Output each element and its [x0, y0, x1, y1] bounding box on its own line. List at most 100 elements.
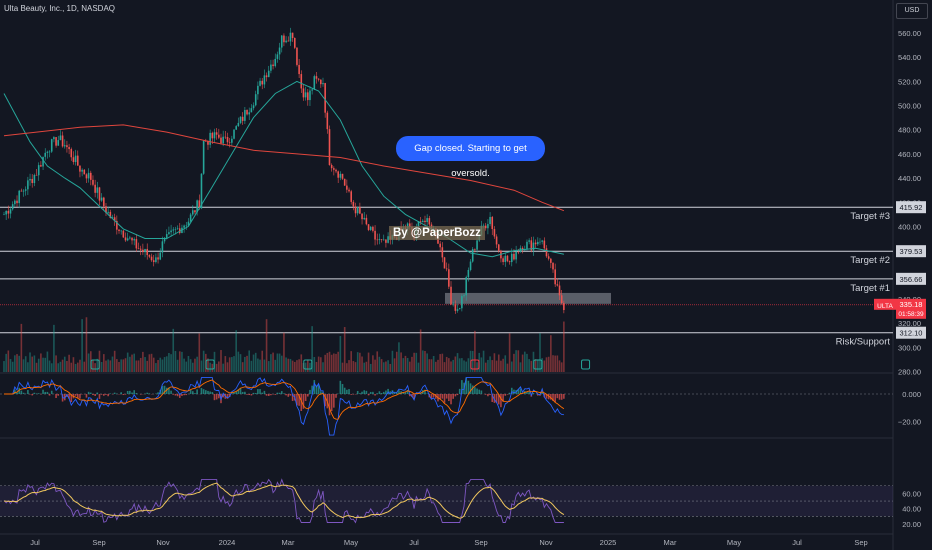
macd-hist-bar: [500, 394, 502, 408]
candle-body: [322, 83, 324, 85]
macd-hist-bar: [389, 391, 392, 394]
volume-bar: [7, 350, 10, 372]
macd-hist-bar: [233, 392, 235, 394]
volume-bar: [491, 360, 494, 372]
candle-body: [506, 255, 509, 262]
volume-bar: [506, 363, 509, 372]
candle-body: [137, 248, 140, 249]
macd-hist-bar: [296, 394, 298, 406]
candle-body: [87, 172, 90, 179]
candle-body: [461, 296, 463, 309]
candle-body: [341, 173, 344, 179]
macd-hist-bar: [222, 394, 224, 398]
volume-bar: [248, 350, 251, 372]
macd-hist-bar: [42, 389, 44, 394]
macd-hist-bar: [168, 387, 170, 394]
candle-body: [482, 225, 485, 227]
macd-hist-bar: [335, 394, 337, 398]
macd-hist-bar: [487, 394, 489, 397]
candle-body: [85, 174, 88, 179]
macd-hist-bar: [44, 391, 47, 394]
volume-bar: [482, 350, 485, 372]
candle-body: [541, 240, 543, 242]
annotation-bubble[interactable]: Gap closed. Starting to get oversold.: [396, 136, 545, 179]
volume-bar: [139, 357, 142, 372]
candle-body: [37, 165, 40, 176]
macd-hist-bar: [124, 394, 127, 395]
time-tick-label: May: [727, 538, 741, 547]
earnings-marker: [581, 359, 591, 370]
volume-bar: [267, 361, 270, 372]
earnings-marker: [205, 359, 215, 370]
volume-bar: [489, 356, 491, 372]
macd-hist-bar: [550, 394, 552, 400]
macd-hist-bar: [552, 394, 554, 402]
candle-body: [497, 244, 500, 251]
candle-body: [35, 174, 38, 176]
candle-body: [348, 189, 350, 192]
time-tick-label: Nov: [156, 538, 170, 547]
macd-hist-bar: [248, 394, 251, 395]
ma-long-line: [3, 124, 565, 212]
volume-bar: [187, 355, 190, 372]
candle-body: [74, 155, 77, 163]
macd-hist-bar: [265, 394, 268, 396]
candle-body: [18, 190, 20, 204]
volume-bar: [452, 359, 454, 372]
volume-bar: [430, 359, 433, 372]
candle-body: [252, 105, 255, 109]
macd-hist-bar: [196, 389, 198, 394]
volume-bar: [103, 354, 105, 372]
macd-hist-bar: [558, 394, 561, 400]
macd-hist-bar: [107, 394, 109, 397]
macd-tick-label: −20.00: [898, 417, 921, 426]
macd-hist-bar: [348, 389, 350, 394]
volume-bar: [369, 363, 372, 372]
volume-bar: [328, 351, 331, 372]
macd-hist-bar: [320, 391, 322, 394]
macd-hist-bar: [547, 394, 550, 400]
volume-bar: [120, 359, 122, 372]
volume-bar: [504, 355, 507, 372]
volume-bar: [363, 362, 366, 372]
volume-bar: [122, 359, 125, 372]
candle-body: [259, 80, 261, 86]
candle-body: [307, 92, 309, 101]
volume-bar: [415, 352, 418, 372]
candle-body: [448, 269, 450, 287]
macd-hist-bar: [519, 388, 522, 394]
candle-body: [144, 248, 146, 253]
volume-bar: [385, 361, 387, 372]
volume-bar: [235, 330, 237, 372]
candle-body: [174, 229, 177, 230]
macd-hist-bar: [350, 394, 352, 395]
candle-body: [469, 261, 472, 270]
volume-bar: [61, 359, 64, 372]
macd-hist-bar: [432, 394, 435, 398]
macd-hist-bar: [376, 393, 379, 394]
currency-button[interactable]: USD: [896, 3, 928, 19]
candle-body: [278, 47, 281, 55]
volume-bar: [419, 329, 422, 372]
candle-body: [471, 249, 474, 262]
volume-bar: [146, 360, 149, 372]
candle-body: [98, 187, 101, 201]
macd-hist-bar: [57, 394, 60, 396]
volume-bar: [493, 353, 496, 372]
candle-body: [20, 190, 23, 192]
candle-body: [335, 169, 337, 172]
macd-histogram: [14, 377, 565, 416]
candle-body: [187, 221, 190, 226]
macd-hist-bar: [493, 394, 496, 403]
candle-body: [257, 85, 259, 95]
candle-body: [92, 179, 94, 185]
candle-body: [369, 226, 372, 230]
volume-bar: [172, 328, 175, 372]
volume-bar: [207, 358, 209, 372]
time-tick-label: Nov: [539, 538, 553, 547]
candle-body: [11, 204, 14, 210]
candle-body: [165, 234, 168, 238]
candle-body: [426, 218, 428, 223]
macd-hist-bar: [541, 391, 543, 394]
